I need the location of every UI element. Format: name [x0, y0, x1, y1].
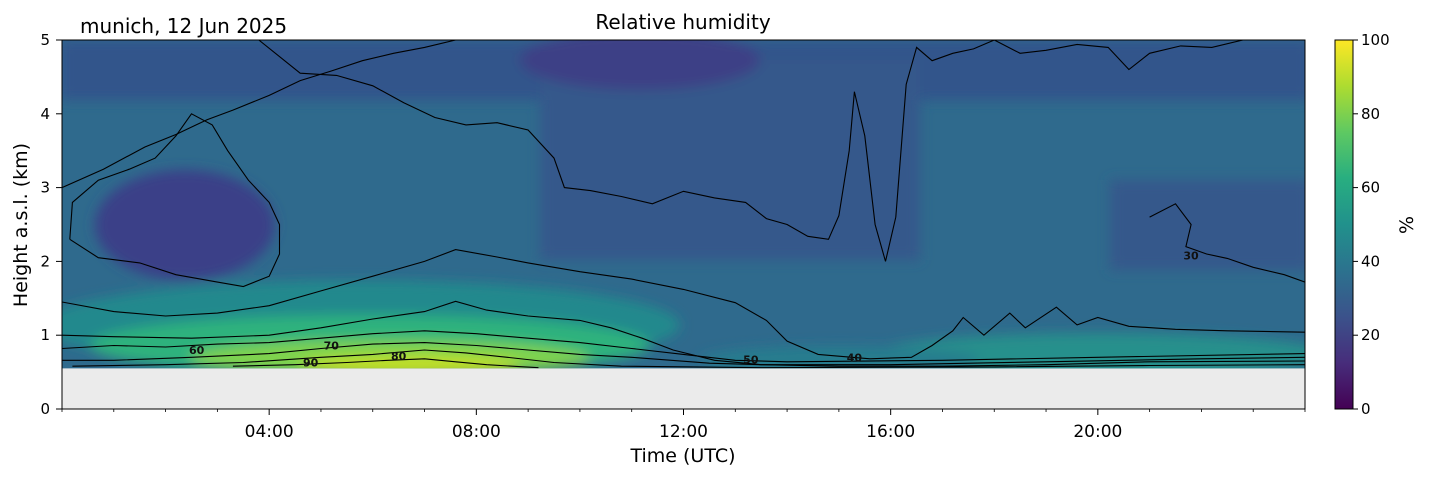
- contour-80-line: [72, 349, 1305, 369]
- contour-60-line: [62, 330, 1305, 363]
- contour-30-line: [62, 40, 456, 189]
- contour-30-line: [69, 113, 281, 288]
- x-axis-label: Time (UTC): [629, 445, 735, 467]
- location-date-subtitle: munich, 12 Jun 2025: [80, 14, 287, 38]
- contour-30-line: [994, 40, 1244, 71]
- dry-patch-left: [95, 170, 275, 280]
- contour-label-30: 30: [1183, 249, 1199, 262]
- chart-title: Relative humidity: [595, 10, 770, 34]
- dry-band-far-right: [1110, 180, 1305, 270]
- contour-label-80: 80: [391, 350, 407, 363]
- humidity-field: 90 80 70 60 50 40 30: [62, 40, 1305, 370]
- contour-30-line: [1149, 203, 1305, 283]
- y-tick-label: 2: [40, 252, 50, 270]
- dry-band-right: [540, 60, 920, 260]
- contour-50-line: [62, 300, 1305, 367]
- y-tick-label: 3: [40, 179, 50, 197]
- y-tick-label: 0: [40, 400, 50, 418]
- y-tick-label: 1: [40, 326, 50, 344]
- dry-patch-top: [520, 40, 760, 90]
- contour-40-line: [62, 249, 1305, 360]
- contour-label-70: 70: [324, 340, 340, 353]
- contour-70-line: [62, 342, 1305, 366]
- x-tick-label: 16:00: [866, 422, 915, 442]
- x-tick-label: 12:00: [659, 422, 708, 442]
- x-tick-label: 04:00: [245, 422, 294, 442]
- y-tick-label: 4: [40, 105, 50, 123]
- colorbar-tick-label: 100: [1361, 31, 1390, 49]
- colorbar-label: %: [1396, 216, 1418, 234]
- contour-label-60: 60: [189, 344, 205, 357]
- colorbar-tick-label: 20: [1361, 326, 1380, 344]
- x-axis: 04:00 08:00 12:00 16:00 20:00: [61, 409, 1306, 442]
- colorbar: [1334, 39, 1354, 410]
- contour-lines: [62, 40, 1305, 369]
- colorbar-tick-label: 80: [1361, 105, 1380, 123]
- contour-labels: 90 80 70 60 50 40 30: [189, 249, 1199, 370]
- colorbar-tick-label: 60: [1361, 179, 1380, 197]
- y-axis: 0 1 2 3 4 5: [40, 31, 62, 418]
- contour-30-line: [258, 40, 995, 262]
- moist-layer-4: [300, 356, 520, 369]
- x-tick-label: 20:00: [1073, 422, 1122, 442]
- low-layer-mid: [700, 346, 980, 369]
- contour-90-line: [232, 358, 539, 369]
- y-axis-label: Height a.s.l. (km): [10, 143, 32, 307]
- colorbar-tick-label: 0: [1361, 400, 1371, 418]
- contour-label-40: 40: [847, 351, 863, 364]
- colorbar-tick-label: 40: [1361, 252, 1380, 270]
- contour-label-90: 90: [303, 357, 319, 370]
- contour-label-50: 50: [743, 354, 759, 367]
- x-tick-label: 08:00: [452, 422, 501, 442]
- y-tick-label: 5: [40, 31, 50, 49]
- colorbar-axis: 0 20 40 60 80 100: [1353, 31, 1390, 418]
